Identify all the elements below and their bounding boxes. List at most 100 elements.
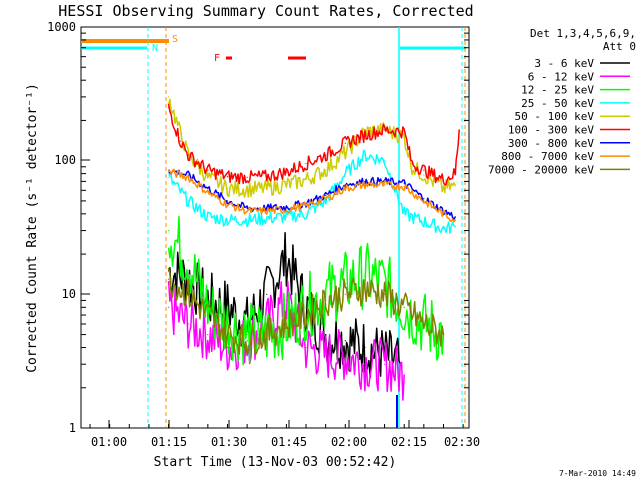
legend-label: 6 - 12 keV — [528, 70, 595, 83]
x-axis-label: Start Time (13-Nov-03 00:52:42) — [154, 455, 397, 470]
chart-title: HESSI Observing Summary Count Rates, Cor… — [58, 2, 473, 20]
legend-title-line-2: Att 0 — [603, 40, 636, 53]
data-point — [344, 187, 346, 189]
data-point — [226, 346, 229, 349]
data-point — [207, 191, 209, 193]
data-point — [266, 217, 268, 219]
data-point — [344, 142, 346, 144]
legend-entry: 3 - 6 keV — [534, 57, 630, 70]
series-line — [167, 280, 405, 401]
data-point — [454, 219, 456, 221]
data-point — [364, 363, 366, 365]
data-point — [403, 131, 405, 133]
data-point — [325, 200, 327, 202]
legend-label: 12 - 25 keV — [521, 84, 594, 97]
data-point — [442, 187, 445, 189]
data-point — [168, 170, 170, 173]
data-point — [246, 207, 248, 209]
x-tick-label-0145: 01:45 — [271, 435, 307, 449]
data-point — [266, 293, 268, 295]
data-point — [226, 200, 229, 202]
series-100-300keV — [167, 103, 460, 186]
data-point — [325, 354, 327, 356]
y-tick-label-1: 1 — [69, 421, 76, 435]
x-minor-ticks — [89, 424, 464, 428]
data-point — [364, 274, 366, 276]
data-point — [364, 346, 366, 349]
data-point — [266, 334, 268, 336]
data-point — [246, 340, 248, 342]
data-point — [384, 184, 386, 186]
series-7000-20000keV — [167, 267, 445, 355]
data-point — [423, 198, 425, 200]
data-point — [423, 174, 425, 176]
data-point — [384, 293, 386, 295]
plot-frame — [80, 26, 470, 429]
series-line — [167, 149, 456, 234]
legend-entry: 100 - 300 keV — [508, 124, 630, 137]
data-point — [325, 293, 327, 295]
data-point — [403, 186, 405, 188]
data-point — [226, 203, 229, 206]
data-point — [207, 176, 209, 178]
data-point — [187, 293, 189, 295]
y-tick-label-10: 10 — [62, 287, 76, 301]
legend-entry: 300 - 800 keV — [508, 137, 630, 150]
data-point — [442, 228, 445, 230]
data-point — [325, 334, 327, 336]
data-point — [226, 323, 229, 325]
legend-label: 800 - 7000 keV — [501, 150, 594, 163]
data-point — [305, 205, 307, 207]
data-point — [305, 314, 307, 316]
data-point — [285, 209, 287, 211]
data-point — [384, 160, 386, 162]
x-tick-label-0115: 01:15 — [151, 435, 187, 449]
series-line — [167, 267, 445, 355]
legend-entry: 7000 - 20000 keV — [488, 163, 630, 176]
data-point — [454, 216, 456, 218]
data-point — [226, 219, 229, 221]
data-point — [325, 299, 327, 301]
data-point — [305, 346, 307, 349]
data-point — [285, 256, 287, 258]
data-series — [167, 96, 460, 401]
data-point — [168, 106, 170, 109]
data-point — [285, 216, 287, 218]
data-point — [411, 166, 413, 168]
interval-markers: S N F — [147, 27, 466, 428]
y-axis: 1 10 100 1000 — [47, 20, 469, 435]
data-point — [207, 216, 209, 218]
y-tick-label-1000: 1000 — [47, 20, 76, 34]
data-point — [403, 136, 405, 138]
data-point — [325, 198, 327, 200]
data-point — [364, 288, 366, 290]
data-point — [226, 187, 229, 189]
legend-label: 300 - 800 keV — [508, 137, 594, 150]
legend-label: 25 - 50 keV — [521, 97, 594, 110]
data-point — [246, 176, 248, 178]
legend-entry: 12 - 25 keV — [521, 84, 630, 97]
data-point — [187, 176, 189, 178]
annotation-f: F — [214, 53, 220, 64]
data-point — [266, 207, 268, 209]
data-point — [384, 363, 386, 365]
data-point — [411, 163, 413, 165]
data-point — [285, 299, 287, 301]
series-line — [167, 103, 460, 186]
data-point — [325, 169, 327, 171]
data-point — [207, 169, 209, 171]
legend-entry: 6 - 12 keV — [528, 70, 630, 83]
x-tick-label-0130: 01:30 — [211, 435, 247, 449]
annotation-n: N — [152, 43, 158, 54]
data-point — [305, 179, 307, 181]
data-point — [246, 210, 248, 212]
data-point — [285, 184, 287, 186]
legend-label: 3 - 6 keV — [534, 57, 594, 70]
data-point — [266, 210, 268, 212]
data-point — [207, 306, 209, 308]
data-point — [187, 154, 189, 156]
data-point — [344, 354, 346, 356]
